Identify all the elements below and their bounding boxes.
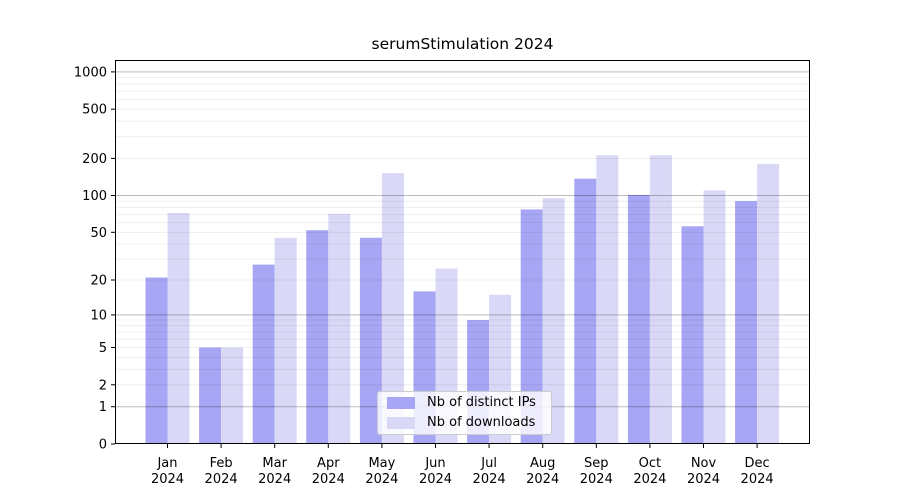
x-tick-label-month: May bbox=[368, 456, 395, 471]
bar-feb-distinct-ips bbox=[199, 347, 222, 444]
bar-apr-downloads bbox=[328, 213, 351, 444]
bar-jan-downloads bbox=[167, 212, 190, 444]
y-tick-label: 20 bbox=[90, 274, 107, 289]
bar-sep-downloads bbox=[596, 155, 619, 445]
y-tick-label: 200 bbox=[82, 152, 107, 167]
x-tick-label-month: Nov bbox=[691, 456, 717, 471]
x-tick-label-year: 2024 bbox=[633, 472, 666, 487]
x-tick-label-year: 2024 bbox=[312, 472, 345, 487]
bar-feb-downloads bbox=[221, 347, 244, 444]
legend: Nb of distinct IPs Nb of downloads bbox=[377, 391, 552, 435]
x-tick-label-year: 2024 bbox=[473, 472, 506, 487]
bar-may-distinct-ips bbox=[359, 237, 382, 444]
y-tick-label: 2 bbox=[99, 378, 107, 393]
bar-oct-downloads bbox=[649, 155, 672, 445]
x-tick-label-month: Apr bbox=[317, 456, 340, 471]
legend-swatch-distinct-ips-icon bbox=[387, 397, 415, 409]
x-tick-label-month: Mar bbox=[262, 456, 287, 471]
bar-dec-distinct-ips bbox=[735, 201, 758, 444]
y-tick-label: 10 bbox=[90, 308, 107, 323]
bar-nov-distinct-ips bbox=[681, 226, 704, 444]
x-tick-label-month: Jun bbox=[424, 456, 445, 471]
y-tick-label: 500 bbox=[82, 103, 107, 118]
bar-jan-distinct-ips bbox=[145, 277, 168, 444]
bar-dec-downloads bbox=[757, 164, 780, 444]
axes-frame bbox=[115, 60, 810, 444]
legend-item-distinct-ips: Nb of distinct IPs bbox=[387, 395, 551, 411]
x-tick-label-year: 2024 bbox=[419, 472, 452, 487]
x-tick-label-year: 2024 bbox=[205, 472, 238, 487]
bar-oct-distinct-ips bbox=[627, 194, 650, 444]
x-tick-label-month: Feb bbox=[210, 456, 233, 471]
bar-apr-distinct-ips bbox=[306, 230, 329, 444]
legend-swatch-downloads-icon bbox=[387, 417, 415, 429]
y-tick-label: 1000 bbox=[74, 65, 107, 80]
x-tick-label-month: Jul bbox=[480, 456, 497, 471]
x-tick-label-year: 2024 bbox=[687, 472, 720, 487]
x-tick-label-month: Oct bbox=[639, 456, 661, 471]
bar-mar-downloads bbox=[274, 237, 297, 444]
x-tick-label-year: 2024 bbox=[365, 472, 398, 487]
legend-label-distinct-ips: Nb of distinct IPs bbox=[427, 395, 536, 410]
x-tick-label-month: Jan bbox=[156, 456, 177, 471]
bar-sep-distinct-ips bbox=[574, 178, 597, 444]
x-tick-label-year: 2024 bbox=[151, 472, 184, 487]
bar-nov-downloads bbox=[703, 190, 726, 444]
chart-title: serumStimulation 2024 bbox=[371, 35, 554, 53]
legend-label-downloads: Nb of downloads bbox=[427, 415, 536, 430]
bar-mar-distinct-ips bbox=[252, 264, 275, 444]
y-tick-label: 50 bbox=[90, 226, 107, 241]
x-tick-label-year: 2024 bbox=[580, 472, 613, 487]
bar-may-downloads bbox=[381, 173, 404, 444]
y-tick-label: 100 bbox=[82, 189, 107, 204]
x-tick-label-month: Aug bbox=[530, 456, 555, 471]
bar-aug-downloads bbox=[542, 198, 565, 444]
x-tick-label-year: 2024 bbox=[526, 472, 559, 487]
x-tick-label-month: Sep bbox=[584, 456, 609, 471]
legend-item-downloads: Nb of downloads bbox=[387, 415, 551, 431]
x-tick-label-year: 2024 bbox=[258, 472, 291, 487]
bar-aug-distinct-ips bbox=[520, 209, 543, 444]
x-tick-label-year: 2024 bbox=[741, 472, 774, 487]
y-tick-label: 0 bbox=[99, 438, 107, 453]
y-tick-label: 1 bbox=[99, 400, 107, 415]
y-tick-label: 5 bbox=[99, 341, 107, 356]
x-tick-label-month: Dec bbox=[745, 456, 770, 471]
